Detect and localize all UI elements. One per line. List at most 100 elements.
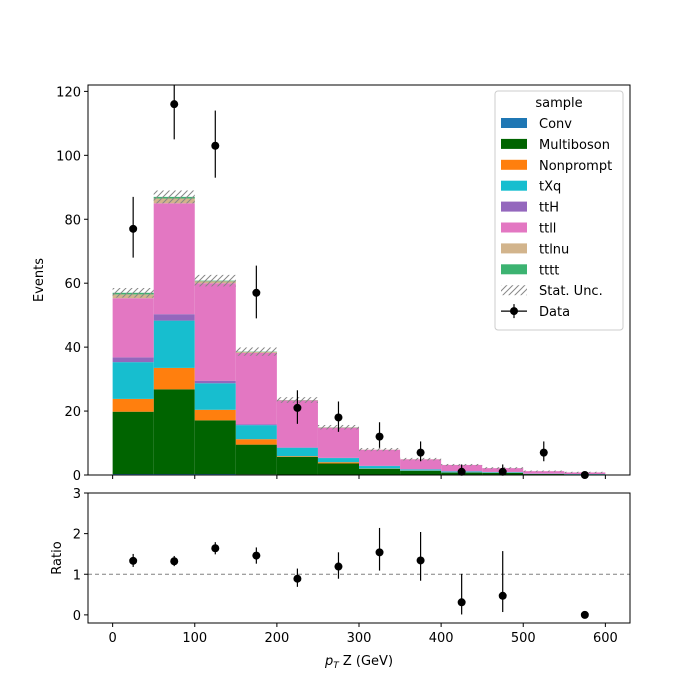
data-points	[129, 85, 589, 479]
ratio-y-tick-label-3: 3	[73, 487, 81, 502]
stat-unc-band-3	[235, 347, 277, 356]
legend-title: sample	[535, 96, 582, 111]
ratio-y-tick-label-2: 2	[73, 528, 81, 543]
main-plot-bars	[112, 196, 606, 475]
bar-tth-3	[235, 424, 277, 426]
ratio-x-tick-label-3: 300	[347, 631, 372, 646]
bar-txq-5	[317, 458, 359, 463]
ratio-plot-y-label: Ratio	[50, 541, 65, 574]
legend-swatch-nonprompt	[501, 159, 527, 170]
ratio-point-6	[375, 548, 384, 557]
legend-data-marker	[510, 307, 518, 316]
legend-swatch-txq	[501, 180, 527, 191]
bar-txq-2	[194, 383, 236, 410]
bar-tth-4	[276, 447, 318, 448]
bar-multiboson-2	[194, 420, 236, 475]
bar-multiboson-1	[153, 389, 195, 475]
legend-label-multiboson: Multiboson	[539, 138, 610, 153]
ratio-x-tick-label-4: 400	[429, 631, 454, 646]
bar-txq-1	[153, 320, 195, 368]
bar-ttll-0	[112, 298, 154, 358]
data-point-5	[334, 413, 343, 422]
ratio-x-tick-label-6: 600	[593, 631, 618, 646]
data-point-2	[211, 141, 220, 150]
bar-nonprompt-3	[235, 439, 277, 445]
bar-nonprompt-1	[153, 367, 195, 390]
ratio-x-tick-label-1: 100	[182, 631, 207, 646]
legend-label-conv: Conv	[539, 117, 572, 132]
bar-tth-2	[194, 380, 236, 384]
bar-tth-0	[112, 357, 154, 363]
bar-ttll-10	[523, 471, 565, 474]
ratio-point-0	[129, 556, 138, 565]
data-point-9	[498, 467, 507, 476]
legend: sample Conv Multiboson Nonprompt tXq ttH ttll t…	[494, 90, 624, 331]
data-point-8	[457, 467, 466, 476]
top-y-tick-label-3: 60	[64, 277, 81, 292]
ratio-x-tick-label-2: 200	[264, 631, 289, 646]
top-y-tick-label-1: 20	[64, 405, 81, 420]
legend-label-ttlnu: ttlnu	[539, 242, 569, 257]
data-point-4	[293, 403, 302, 412]
bar-ttll-3	[235, 352, 277, 425]
bar-txq-0	[112, 362, 154, 399]
data-point-3	[252, 288, 261, 297]
bar-multiboson-7	[400, 471, 442, 475]
legend-swatch-tth	[501, 201, 527, 212]
ratio-point-9	[498, 591, 507, 600]
legend-swatch-multiboson	[501, 138, 527, 149]
data-point-0	[129, 224, 138, 233]
legend-label-tth: ttH	[539, 201, 559, 216]
legend-swatch-conv	[501, 118, 527, 128]
bar-ttll-7	[400, 459, 442, 470]
ratio-point-2	[211, 544, 220, 553]
bar-ttll-5	[317, 427, 359, 458]
legend-label-stat-unc: Stat. Unc.	[539, 284, 603, 299]
bar-ttll-2	[194, 283, 236, 381]
legend-label-nonprompt: Nonprompt	[539, 159, 612, 174]
stat-unc-band-1	[153, 190, 195, 204]
bar-nonprompt-4	[276, 456, 318, 457]
bar-txq-4	[276, 447, 318, 457]
ratio-point-1	[170, 557, 179, 566]
data-point-10	[539, 448, 548, 457]
ratio-point-10	[580, 610, 589, 619]
bar-txq-6	[359, 466, 401, 469]
top-y-tick-label-2: 40	[64, 341, 81, 356]
legend-swatch-ttlnu	[501, 243, 527, 254]
legend-swatch-ttll	[501, 222, 527, 233]
top-y-tick-label-6: 120	[56, 85, 81, 100]
bar-nonprompt-0	[112, 398, 154, 412]
bar-tth-1	[153, 314, 195, 321]
bar-nonprompt-2	[194, 409, 236, 421]
ratio-point-8	[457, 598, 466, 607]
legend-swatch-stat-unc	[501, 285, 527, 296]
bar-ttll-6	[359, 449, 401, 466]
top-y-tick-label-5: 100	[56, 149, 81, 164]
legend-label-ttll: ttll	[539, 222, 556, 237]
bar-nonprompt-5	[317, 462, 359, 464]
legend-label-data: Data	[539, 305, 570, 320]
bar-multiboson-6	[359, 468, 401, 475]
main-plot-y-label: Events	[32, 258, 47, 302]
stat-unc-band-6	[359, 447, 401, 452]
bar-multiboson-4	[276, 456, 318, 475]
ratio-plot-frame	[87, 492, 631, 624]
top-y-tick-label-4: 80	[64, 213, 81, 228]
ratio-point-3	[252, 551, 261, 560]
ratio-plot-x-label: pT Z (GeV)	[324, 654, 393, 671]
stat-unc-band-10	[523, 470, 565, 472]
legend-label-txq: tXq	[539, 180, 561, 195]
main-plot-axes: 0 20 40 60 80 100 120	[56, 85, 606, 484]
bar-ttll-1	[153, 203, 195, 315]
data-point-1	[170, 100, 179, 109]
ratio-points	[129, 527, 589, 619]
ratio-point-4	[293, 574, 302, 583]
legend-swatch-tttt	[501, 264, 527, 275]
bar-multiboson-3	[235, 444, 277, 475]
stat-unc-band-0	[112, 287, 154, 298]
ratio-plot-axes: 0 100 200 300 400 500 600 0 1 2 3	[73, 487, 618, 646]
ratio-x-tick-label-0: 0	[108, 631, 116, 646]
data-point-7	[416, 448, 425, 457]
bar-txq-3	[235, 425, 277, 440]
